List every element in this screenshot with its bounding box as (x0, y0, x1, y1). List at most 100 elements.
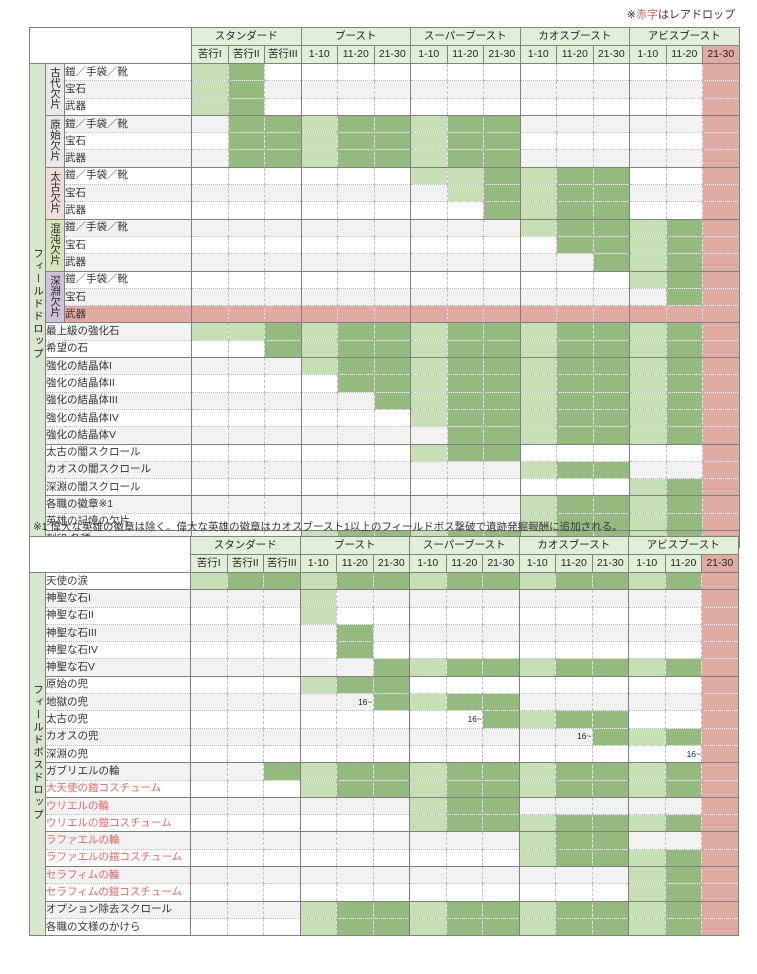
drop-cell (445, 641, 483, 659)
drop-cell (373, 408, 411, 427)
drop-cell (263, 831, 300, 850)
drop-cell (300, 253, 338, 272)
drop-row: 太古の闇スクロール (30, 443, 739, 462)
drop-cell (372, 744, 410, 763)
rare-drop-note: ※赤字はレアドロップ (626, 9, 735, 21)
drop-cell (591, 848, 629, 867)
drop-cell (336, 883, 373, 902)
item-label: 太古の闇スクロール (45, 443, 192, 462)
drop-cell (555, 883, 592, 902)
drop-cell (519, 339, 557, 358)
drop-cell (519, 80, 557, 99)
drop-cell (628, 675, 665, 694)
drop-cell (191, 426, 228, 445)
drop-cell (337, 305, 374, 323)
drop-cell (300, 270, 338, 289)
drop-cell (299, 762, 337, 781)
drop-cell (226, 623, 264, 642)
drop-cell (483, 305, 520, 323)
drop-cell (446, 270, 484, 289)
level-range-header: 11-20 (555, 554, 593, 573)
drop-cell (592, 391, 630, 410)
drop-row: 原始の兜 (30, 675, 738, 694)
drop-cell (556, 149, 593, 168)
item-label: 地獄の兜 (45, 693, 191, 711)
drop-cell (372, 606, 410, 625)
drop-cell (190, 589, 227, 608)
drop-cell (264, 339, 301, 358)
drop-cell (665, 408, 703, 427)
drop-cell (482, 831, 519, 850)
drop-cell (336, 710, 373, 729)
drop-cell (701, 831, 738, 850)
drop-cell (592, 478, 630, 496)
drop-cell (337, 391, 374, 410)
drop-cell (372, 571, 410, 590)
drop-cell (227, 495, 265, 514)
drop-cell (629, 305, 666, 323)
drop-cell (372, 814, 410, 832)
drop-cell (264, 305, 301, 323)
drop-cell (264, 443, 301, 462)
drop-cell (592, 408, 630, 427)
drop-cell (410, 166, 447, 185)
drop-cell (264, 62, 301, 81)
drop-cell (410, 80, 447, 99)
item-label: セラフィムの鎧コスチューム (45, 883, 191, 902)
drop-row: 英雄の記憶の欠片 (30, 512, 739, 531)
tier-group-header: カオスブースト (518, 536, 629, 555)
drop-cell (227, 62, 265, 81)
drop-cell (664, 762, 702, 781)
drop-cell (336, 796, 373, 815)
drop-row: 深淵の兜 16~ (30, 744, 738, 763)
drop-cell (482, 710, 519, 729)
drop-cell (227, 114, 265, 133)
drop-cell (556, 478, 593, 496)
drop-cell (373, 495, 411, 514)
drop-cell (300, 374, 338, 393)
drop-cell (300, 339, 338, 358)
drop-cell (373, 374, 411, 393)
drop-cell (482, 623, 519, 642)
tier-group-header: ブースト (299, 536, 410, 555)
drop-cell (592, 357, 630, 375)
drop-cell (628, 658, 665, 677)
drop-cell (264, 218, 301, 237)
drop-cell (226, 606, 264, 625)
drop-row: ラファエルの鎧コスチューム (30, 848, 738, 867)
drop-cell (629, 460, 666, 479)
drop-row: ウリエルの鎧コスチューム (30, 814, 738, 832)
drop-cell (483, 339, 520, 358)
drop-cell (483, 253, 520, 272)
drop-cell (482, 606, 519, 625)
drop-cell (336, 727, 373, 746)
drop-cell (445, 623, 483, 642)
drop-cell (300, 460, 338, 479)
drop-cell (300, 408, 338, 427)
drop-cell (190, 900, 227, 919)
item-label: 宝石 (64, 235, 192, 254)
drop-cell (337, 149, 374, 168)
drop-cell (336, 762, 373, 781)
drop-cell (592, 97, 630, 116)
drop-cell (446, 235, 484, 254)
drop-cell (446, 322, 484, 341)
drop-cell (299, 848, 337, 867)
level-range-header: 11-20 (665, 45, 703, 64)
level-range-header: 21-30 (372, 554, 410, 573)
drop-cell (628, 848, 665, 867)
drop-cell (191, 270, 228, 289)
drop-cell (227, 512, 265, 531)
drop-cell (409, 744, 446, 763)
drop-row: 地獄の兜 16~ (30, 693, 738, 711)
drop-cell (227, 478, 265, 496)
drop-cell (191, 114, 228, 133)
drop-cell (191, 305, 228, 323)
drop-cell (191, 97, 228, 116)
drop-cell (629, 201, 666, 220)
drop-cell (263, 589, 300, 608)
drop-cell (373, 339, 411, 358)
drop-cell (518, 606, 556, 625)
drop-cell (518, 831, 556, 850)
drop-cell (446, 218, 484, 237)
